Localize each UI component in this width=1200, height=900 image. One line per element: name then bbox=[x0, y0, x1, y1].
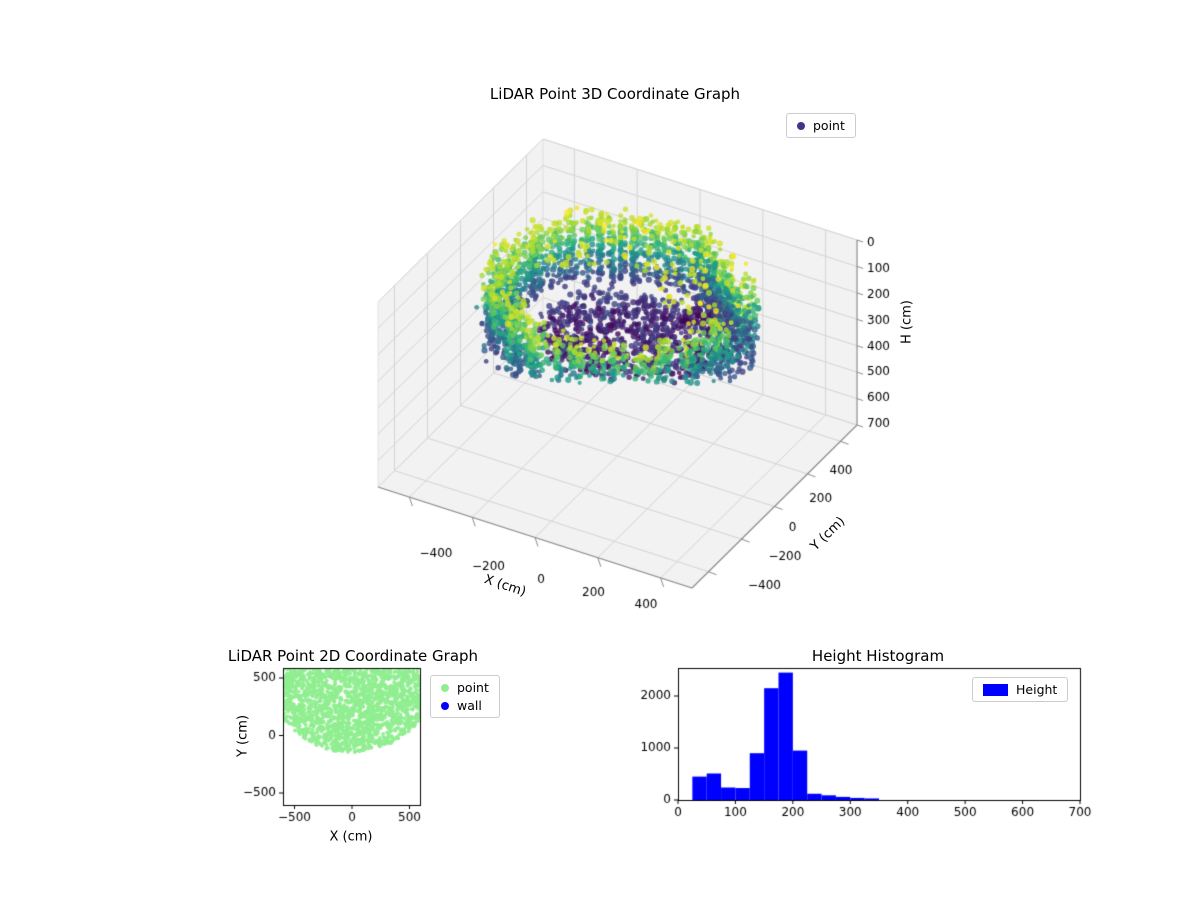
legend-entry-height: Height bbox=[983, 683, 1057, 696]
point-marker-icon bbox=[797, 121, 805, 130]
wall-marker-icon bbox=[441, 701, 449, 710]
height-patch-icon bbox=[983, 683, 1008, 696]
histogram-title: Height Histogram bbox=[811, 647, 945, 665]
point-marker-icon bbox=[441, 683, 449, 692]
legend-label: Height bbox=[1016, 682, 1058, 697]
plot3d-legend: point bbox=[786, 113, 856, 138]
histogram-legend: Height bbox=[972, 677, 1069, 702]
legend-entry-wall-2d: wall bbox=[441, 699, 489, 712]
legend-label: point bbox=[813, 118, 845, 133]
plot2d-xlabel: X (cm) bbox=[329, 829, 373, 845]
legend-label: wall bbox=[457, 698, 482, 713]
plot2d-legend: point wall bbox=[430, 675, 500, 718]
legend-entry-point-2d: point bbox=[441, 681, 489, 694]
plot3d-title: LiDAR Point 3D Coordinate Graph bbox=[489, 85, 741, 103]
plot2d-title: LiDAR Point 2D Coordinate Graph bbox=[227, 647, 479, 665]
plot2d-ylabel: Y (cm) bbox=[235, 714, 251, 758]
plot3d-zlabel: H (cm) bbox=[899, 300, 915, 344]
legend-entry-point-3d: point bbox=[797, 119, 845, 132]
legend-label: point bbox=[457, 680, 489, 695]
